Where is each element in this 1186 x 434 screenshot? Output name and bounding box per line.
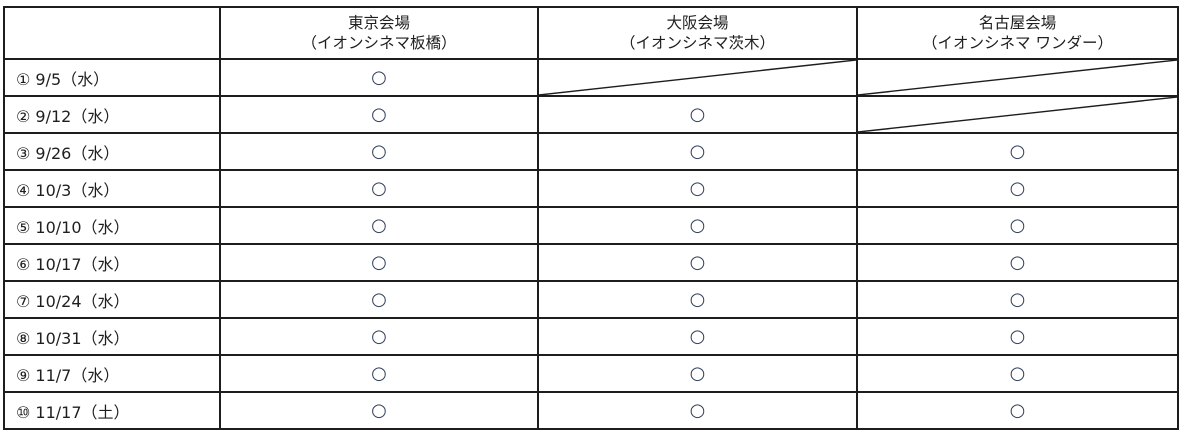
table-row: ④ 10/3（水） ○ ○ ○ [3, 169, 1179, 208]
availability-cell-available: ○ [219, 95, 539, 134]
diagonal-slash-icon [858, 97, 1177, 132]
circle-mark: ○ [689, 215, 706, 236]
circle-mark: ○ [1009, 400, 1026, 421]
venue-header-tokyo: 東京会場 （イオンシネマ板橋） [219, 6, 539, 60]
circle-mark: ○ [371, 400, 387, 421]
circle-mark: ○ [371, 104, 387, 125]
availability-cell-available: ○ [219, 280, 539, 319]
table-row: ② 9/12（水） ○ ○ [3, 95, 1179, 134]
date-cell: ② 9/12（水） [3, 95, 221, 134]
availability-cell-available: ○ [537, 132, 858, 171]
date-cell: ③ 9/26（水） [3, 132, 221, 171]
circle-mark: ○ [371, 289, 387, 310]
venue-header-nagoya: 名古屋会場 （イオンシネマ ワンダー） [856, 6, 1179, 60]
availability-cell-available: ○ [219, 243, 539, 282]
availability-cell-unavailable [537, 58, 858, 97]
circle-mark: ○ [1009, 326, 1026, 347]
circle-mark: ○ [689, 326, 706, 347]
circle-mark: ○ [689, 289, 706, 310]
circle-mark: ○ [689, 178, 706, 199]
availability-cell-available: ○ [219, 354, 539, 393]
venue-cinema: （イオンシネマ ワンダー） [922, 34, 1113, 52]
availability-cell-available: ○ [856, 391, 1179, 430]
circle-mark: ○ [371, 252, 387, 273]
circle-mark: ○ [1009, 289, 1026, 310]
venue-name: 名古屋会場 [978, 13, 1057, 32]
availability-cell-available: ○ [856, 169, 1179, 208]
availability-cell-available: ○ [219, 132, 539, 171]
table-row: ⑥ 10/17（水） ○ ○ ○ [3, 243, 1179, 282]
date-cell: ① 9/5（水） [3, 58, 221, 97]
circle-mark: ○ [371, 178, 387, 199]
circle-mark: ○ [1009, 215, 1026, 236]
table-row: ③ 9/26（水） ○ ○ ○ [3, 132, 1179, 171]
venue-schedule-table: 東京会場 （イオンシネマ板橋） 大阪会場 （イオンシネマ茨木） 名古屋会場 （イ… [3, 6, 1179, 430]
circle-mark: ○ [1009, 141, 1026, 162]
table-row: ⑨ 11/7（水） ○ ○ ○ [3, 354, 1179, 393]
availability-cell-available: ○ [219, 206, 539, 245]
availability-cell-available: ○ [537, 169, 858, 208]
venue-name: 東京会場 [347, 13, 410, 32]
diagonal-slash-icon [539, 60, 856, 95]
date-cell: ⑥ 10/17（水） [3, 243, 221, 282]
availability-cell-available: ○ [537, 280, 858, 319]
availability-cell-available: ○ [219, 58, 539, 97]
circle-mark: ○ [371, 141, 387, 162]
availability-cell-available: ○ [856, 206, 1179, 245]
availability-cell-available: ○ [219, 317, 539, 356]
availability-cell-available: ○ [856, 354, 1179, 393]
availability-cell-available: ○ [219, 391, 539, 430]
date-cell: ⑩ 11/17（土） [3, 391, 221, 430]
circle-mark: ○ [1009, 252, 1026, 273]
date-cell: ④ 10/3（水） [3, 169, 221, 208]
circle-mark: ○ [689, 363, 706, 384]
availability-cell-available: ○ [537, 391, 858, 430]
circle-mark: ○ [689, 141, 706, 162]
availability-cell-available: ○ [856, 317, 1179, 356]
availability-cell-available: ○ [537, 95, 858, 134]
date-cell: ⑨ 11/7（水） [3, 354, 221, 393]
availability-cell-unavailable [856, 95, 1179, 134]
circle-mark: ○ [689, 400, 706, 421]
date-column-header [3, 6, 221, 60]
table-row: ⑦ 10/24（水） ○ ○ ○ [3, 280, 1179, 319]
availability-cell-available: ○ [537, 206, 858, 245]
circle-mark: ○ [1009, 363, 1026, 384]
date-cell: ⑦ 10/24（水） [3, 280, 221, 319]
availability-cell-available: ○ [219, 169, 539, 208]
venue-name: 大阪会場 [666, 13, 729, 32]
circle-mark: ○ [371, 67, 387, 88]
header-row: 東京会場 （イオンシネマ板橋） 大阪会場 （イオンシネマ茨木） 名古屋会場 （イ… [3, 6, 1179, 60]
circle-mark: ○ [689, 252, 706, 273]
circle-mark: ○ [371, 326, 387, 347]
availability-cell-available: ○ [537, 317, 858, 356]
venue-cinema: （イオンシネマ板橋） [301, 34, 457, 52]
table-row: ⑩ 11/17（土） ○ ○ ○ [3, 391, 1179, 430]
circle-mark: ○ [371, 215, 387, 236]
diagonal-slash-icon [858, 60, 1177, 95]
availability-cell-available: ○ [856, 132, 1179, 171]
date-cell: ⑧ 10/31（水） [3, 317, 221, 356]
date-cell: ⑤ 10/10（水） [3, 206, 221, 245]
circle-mark: ○ [371, 363, 387, 384]
circle-mark: ○ [1009, 178, 1026, 199]
availability-cell-available: ○ [537, 354, 858, 393]
table-row: ① 9/5（水） ○ [3, 58, 1179, 97]
table-row: ⑧ 10/31（水） ○ ○ ○ [3, 317, 1179, 356]
availability-cell-available: ○ [856, 280, 1179, 319]
availability-cell-available: ○ [537, 243, 858, 282]
availability-cell-available: ○ [856, 243, 1179, 282]
venue-header-osaka: 大阪会場 （イオンシネマ茨木） [537, 6, 858, 60]
availability-cell-unavailable [856, 58, 1179, 97]
venue-cinema: （イオンシネマ茨木） [619, 34, 775, 52]
table-row: ⑤ 10/10（水） ○ ○ ○ [3, 206, 1179, 245]
circle-mark: ○ [689, 104, 706, 125]
